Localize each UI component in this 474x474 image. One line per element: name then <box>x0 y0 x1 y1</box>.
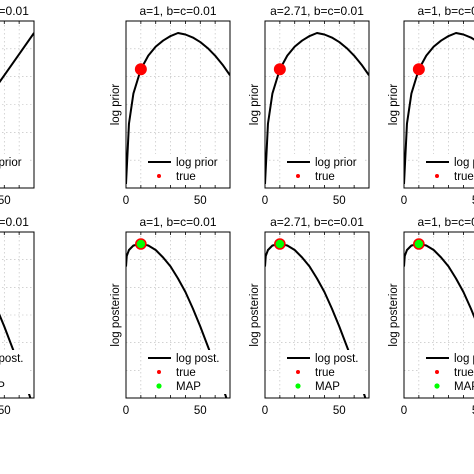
legend-true-swatch <box>435 370 439 374</box>
true-point <box>412 63 425 76</box>
y-axis-label: log prior <box>249 84 261 126</box>
y-axis-label: log posterior <box>388 283 400 346</box>
panel-title: a=1, b=c=0.01 <box>417 4 474 18</box>
legend-map-swatch <box>156 383 162 389</box>
panel-title: a=2.71, b=c=0.01 <box>270 215 364 229</box>
x-tick-label: 50 <box>0 405 11 417</box>
legend-entry-map: MAP <box>176 381 201 393</box>
legend: log post. true MAP <box>281 350 365 394</box>
legend-map-swatch <box>434 383 440 389</box>
axes-frame <box>0 20 35 189</box>
x-tick-label: 50 <box>333 195 346 207</box>
legend-entry-curve: log post. <box>176 353 219 365</box>
series-line-log-post- <box>404 243 474 319</box>
x-tick-label: 0 <box>123 195 129 207</box>
legend-box <box>0 154 30 184</box>
panel-prior-2: 0 50 a=1, b=c=0.01 log prior log prior true <box>110 4 231 207</box>
legend-entry-true: true <box>454 367 474 379</box>
legend-entry-map: MAP <box>454 381 474 393</box>
x-tick-label: 50 <box>194 405 207 417</box>
legend-true-swatch <box>296 174 300 178</box>
x-tick-label: 50 <box>333 405 346 417</box>
y-axis-label: log posterior <box>110 283 122 346</box>
x-tick-label: 50 <box>0 195 11 207</box>
legend-entry-true: true <box>315 367 335 379</box>
legend-entry-curve: log prior <box>454 157 474 169</box>
x-tick-label: 0 <box>401 405 407 417</box>
series-line-log-prior <box>0 32 34 84</box>
legend-entry-curve: log prior <box>0 157 22 169</box>
axes-frame <box>403 231 474 399</box>
legend-entry-true: true <box>176 171 196 183</box>
panel-title: a=1, b=c=0.01 <box>139 215 216 229</box>
panel-prior-4: 0 50 a=1, b=c=0.01 log prior log prior true <box>388 4 474 207</box>
panel-title: a=1, b=c=0.01 <box>417 215 474 229</box>
series-line-log-prior <box>126 32 230 185</box>
legend-map-swatch <box>295 383 301 389</box>
x-tick-label: 50 <box>472 195 474 207</box>
map-point <box>135 238 147 250</box>
y-axis-label: log posterior <box>249 283 261 346</box>
axes-frame <box>403 20 474 189</box>
x-tick-label: 0 <box>401 195 407 207</box>
x-tick-label: 0 <box>262 195 268 207</box>
true-point <box>273 63 286 76</box>
x-tick-label: 50 <box>194 195 207 207</box>
legend-entry-true: true <box>454 171 474 183</box>
legend-box <box>281 154 365 184</box>
y-axis-label: log prior <box>110 84 122 126</box>
panel-prior-3: 0 50 a=2.71, b=c=0.01 log prior log prior tru… <box>249 4 370 207</box>
panel-posterior-2: 0 50 a=1, b=c=0.01 log posterior log post. tr… <box>110 215 231 417</box>
legend-box <box>0 350 30 394</box>
true-point <box>134 63 147 76</box>
legend: log prior true <box>281 154 365 184</box>
map-point <box>274 238 286 250</box>
axes-frame <box>264 231 370 399</box>
legend-entry-map: MAP <box>315 381 340 393</box>
legend: log post. true MAP <box>420 350 474 394</box>
x-tick-label: 0 <box>262 405 268 417</box>
legend-entry-curve: log post. <box>315 353 358 365</box>
legend-entry-map: MAP <box>0 381 5 393</box>
legend-entry-curve: log prior <box>315 157 357 169</box>
legend-entry-curve: log post. <box>0 353 23 365</box>
panel-posterior-3: 0 50 a=2.71, b=c=0.01 log posterior log post… <box>249 215 370 417</box>
map-point <box>413 238 425 250</box>
panel-title: a=0.75, b=c=0.01 <box>0 4 29 18</box>
axes-frame <box>125 20 231 189</box>
axes-frame <box>0 231 35 399</box>
legend: log prior true <box>142 154 226 184</box>
panel-title: a=2.71, b=c=0.01 <box>270 4 364 18</box>
panel-title: a=1, b=c=0.01 <box>139 4 216 18</box>
legend: log prior true <box>420 154 474 184</box>
legend-entry-true: true <box>315 171 335 183</box>
legend-box <box>142 154 226 184</box>
legend: log post. true MAP <box>142 350 226 394</box>
axes-frame <box>125 231 231 399</box>
legend-true-swatch <box>157 174 161 178</box>
series-line-log-prior <box>404 32 474 185</box>
x-tick-label: 50 <box>472 405 474 417</box>
panel-posterior-4: 0 50 a=1, b=c=0.01 log posterior log post. tr… <box>388 215 474 417</box>
legend-entry-curve: log post. <box>454 353 474 365</box>
panel-title: a=0.75, b=c=0.01 <box>0 215 29 229</box>
axes-frame <box>264 20 370 189</box>
legend-entry-true: true <box>176 367 196 379</box>
legend-true-swatch <box>157 370 161 374</box>
legend-entry-curve: log prior <box>176 157 218 169</box>
legend-true-swatch <box>296 370 300 374</box>
x-tick-label: 0 <box>123 405 129 417</box>
legend-box <box>420 154 474 184</box>
legend-true-swatch <box>435 174 439 178</box>
y-axis-label: log prior <box>388 84 400 126</box>
series-line-log-prior <box>265 32 369 185</box>
